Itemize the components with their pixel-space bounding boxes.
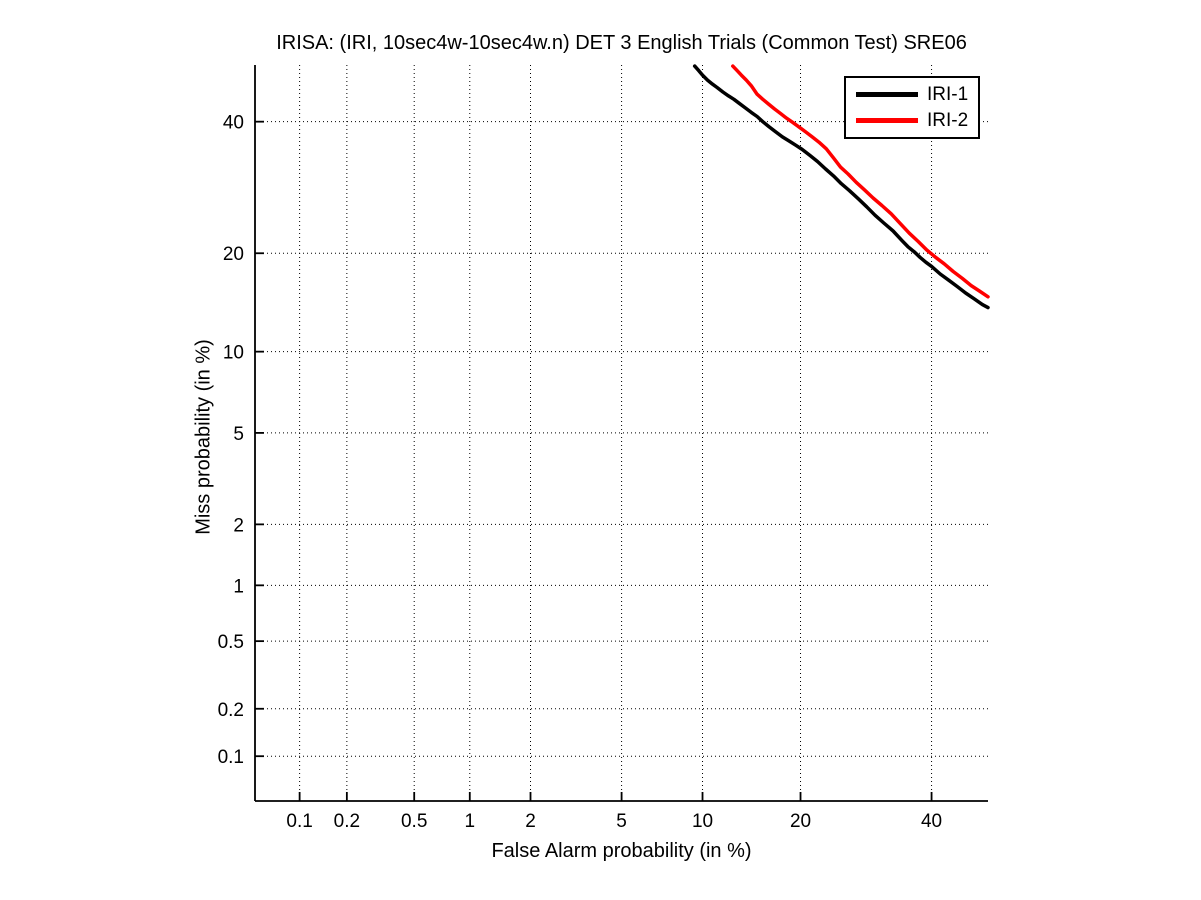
y-tick-label: 5 (233, 424, 244, 445)
det-curves (692, 64, 990, 310)
chart-title: IRISA: (IRI, 10sec4w-10sec4w.n) DET 3 En… (276, 32, 967, 54)
x-tick-label: 0.5 (401, 811, 427, 832)
legend: IRI-1 IRI-2 (844, 76, 980, 139)
x-axis-label: False Alarm probability (in %) (491, 840, 752, 862)
y-tick-label: 1 (233, 576, 244, 597)
y-tick-label: 20 (223, 244, 244, 265)
x-tick-label: 1 (464, 811, 475, 832)
tick-marks (255, 120, 933, 801)
x-tick-labels: 0.1 0.2 0.5 1 2 5 10 20 40 (286, 811, 942, 832)
y-axis-label: Miss probability (in %) (192, 339, 215, 535)
curve-IRI-2 (731, 64, 990, 299)
curve-IRI-1 (692, 64, 990, 310)
grid-lines (255, 65, 988, 801)
legend-item: IRI-1 (846, 85, 978, 104)
y-tick-label: 10 (223, 343, 244, 364)
x-tick-label: 40 (921, 811, 942, 832)
y-tick-label: 40 (223, 113, 244, 134)
y-tick-label: 0.2 (218, 700, 244, 721)
y-tick-label: 2 (233, 515, 244, 536)
legend-line-sample-iri-2 (856, 118, 918, 123)
y-tick-labels: 0.1 0.2 0.5 1 2 5 10 20 40 (218, 113, 244, 769)
x-tick-label: 5 (616, 811, 627, 832)
legend-item: IRI-2 (846, 111, 978, 130)
x-tick-label: 0.1 (286, 811, 312, 832)
x-tick-label: 10 (692, 811, 713, 832)
x-tick-label: 20 (790, 811, 811, 832)
legend-label-iri-2: IRI-2 (927, 110, 969, 131)
x-tick-label: 0.2 (334, 811, 360, 832)
legend-label-iri-1: IRI-1 (927, 84, 969, 105)
y-tick-label: 0.1 (218, 747, 244, 768)
legend-line-sample-iri-1 (856, 92, 918, 97)
x-tick-label: 2 (525, 811, 536, 832)
y-tick-label: 0.5 (218, 632, 244, 653)
